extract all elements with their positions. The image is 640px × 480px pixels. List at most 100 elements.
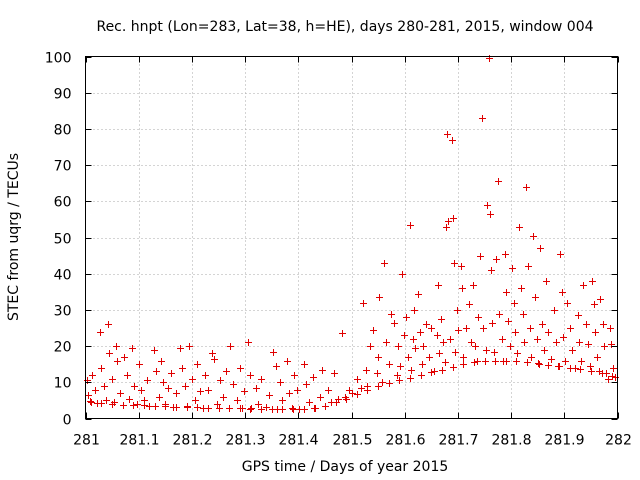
- data-point: [407, 222, 414, 229]
- data-point: [284, 358, 291, 365]
- data-point: [589, 278, 596, 285]
- y-tick-label: 40: [54, 268, 72, 284]
- x-tick-label: 281.3: [225, 433, 265, 449]
- data-point: [223, 368, 230, 375]
- data-point: [386, 380, 393, 387]
- data-point: [237, 365, 244, 372]
- data-point: [162, 403, 169, 410]
- data-point: [503, 289, 510, 296]
- data-point: [263, 404, 270, 411]
- y-tick-label: 90: [54, 87, 72, 103]
- data-point: [407, 375, 414, 382]
- data-point: [386, 361, 393, 368]
- data-point: [601, 343, 608, 350]
- data-point: [189, 376, 196, 383]
- data-point: [358, 385, 365, 392]
- y-tick-label: 60: [54, 195, 72, 211]
- data-point: [455, 327, 462, 334]
- data-point: [580, 282, 587, 289]
- data-point: [109, 376, 116, 383]
- data-point: [258, 406, 265, 413]
- data-point: [479, 115, 486, 122]
- data-point: [216, 405, 223, 412]
- data-point: [113, 343, 120, 350]
- data-point: [439, 367, 446, 374]
- data-point: [205, 405, 212, 412]
- y-tick-label: 80: [54, 123, 72, 139]
- data-point: [397, 363, 404, 370]
- data-point: [514, 350, 521, 357]
- data-point: [214, 401, 221, 408]
- data-point: [97, 329, 104, 336]
- data-point: [576, 339, 583, 346]
- data-point: [610, 365, 617, 372]
- data-point: [482, 358, 489, 365]
- y-tick-label: 20: [54, 340, 72, 356]
- data-point: [419, 361, 426, 368]
- data-point: [487, 211, 494, 218]
- data-point: [325, 387, 332, 394]
- data-point: [471, 359, 478, 366]
- data-point: [230, 381, 237, 388]
- data-point: [354, 391, 361, 398]
- data-point: [245, 339, 252, 346]
- data-point: [438, 316, 445, 323]
- y-axis-label: STEC from uqrg / TECUs: [6, 153, 22, 321]
- data-point: [567, 325, 574, 332]
- data-point: [458, 263, 465, 270]
- data-point: [258, 376, 265, 383]
- data-point: [121, 354, 128, 361]
- data-point: [460, 354, 467, 361]
- data-point: [536, 361, 543, 368]
- data-point: [562, 358, 569, 365]
- data-point: [241, 388, 248, 395]
- data-point: [370, 327, 377, 334]
- data-point: [587, 363, 594, 370]
- y-tick-label: 0: [63, 413, 72, 429]
- data-point: [609, 373, 616, 380]
- data-point: [516, 224, 523, 231]
- data-point: [354, 376, 361, 383]
- data-point: [556, 363, 563, 370]
- x-tick-label: 281.7: [438, 433, 478, 449]
- data-point: [597, 296, 604, 303]
- data-point: [474, 358, 481, 365]
- data-point: [475, 314, 482, 321]
- data-point: [541, 347, 548, 354]
- data-point: [415, 291, 422, 298]
- data-point: [364, 387, 371, 394]
- data-point: [577, 366, 584, 373]
- data-point: [273, 363, 280, 370]
- y-tick-label: 30: [54, 304, 72, 320]
- data-point: [247, 406, 254, 413]
- data-point: [346, 387, 353, 394]
- data-point: [591, 301, 598, 308]
- data-point: [279, 397, 286, 404]
- data-point: [376, 294, 383, 301]
- data-point: [484, 202, 491, 209]
- y-tick-label: 50: [54, 232, 72, 248]
- data-point: [452, 349, 459, 356]
- data-point: [470, 282, 477, 289]
- data-point: [303, 381, 310, 388]
- data-point: [491, 349, 498, 356]
- data-point: [535, 360, 542, 367]
- data-point: [559, 289, 566, 296]
- data-point: [592, 329, 599, 336]
- data-point: [530, 233, 537, 240]
- grid-lines: [85, 56, 618, 419]
- data-point: [129, 345, 136, 352]
- data-point: [528, 354, 535, 361]
- data-point: [109, 401, 116, 408]
- data-point: [411, 307, 418, 314]
- data-point: [539, 321, 546, 328]
- data-point: [197, 388, 204, 395]
- data-point: [152, 403, 159, 410]
- x-tick-label: 281.1: [119, 433, 159, 449]
- data-point: [153, 368, 160, 375]
- data-point: [146, 403, 153, 410]
- data-point: [466, 301, 473, 308]
- data-point: [126, 396, 133, 403]
- data-point: [396, 377, 403, 384]
